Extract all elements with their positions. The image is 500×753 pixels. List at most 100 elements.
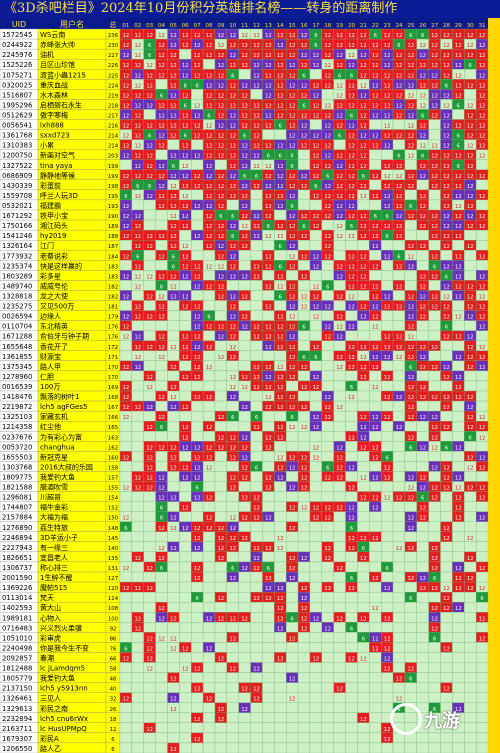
day-cell [167, 481, 180, 492]
day-score: 12 [396, 93, 403, 99]
day-cell [226, 280, 239, 291]
total-text: 100 [108, 616, 119, 622]
day-score: 12 [336, 355, 343, 361]
day-score: 6 [184, 103, 187, 109]
day-score: 12 [443, 476, 450, 482]
day-score: 6 [302, 355, 305, 361]
day-score: 12 [372, 174, 379, 180]
day-score: 12 [289, 526, 296, 532]
day-cell [464, 652, 477, 663]
uid-text: 1995296 [2, 101, 32, 109]
day-cell [143, 551, 156, 563]
day-score: 12 [158, 315, 165, 321]
day-cell [226, 602, 239, 613]
day-score: 12 [419, 295, 426, 301]
day-cell [191, 642, 204, 653]
day-score: 12 [419, 476, 426, 482]
day-score: 12 [135, 63, 142, 69]
day-cell [369, 330, 382, 341]
day-cell [143, 612, 156, 623]
day-cell [475, 330, 489, 341]
header-day: 29 [455, 23, 462, 29]
day-score: 12 [194, 174, 201, 180]
day-score: 12 [443, 335, 450, 341]
day-score: 12 [182, 476, 189, 482]
day-cell [345, 400, 358, 412]
day-cell [392, 642, 406, 653]
day-cell [131, 732, 144, 744]
total-text: 66 [110, 657, 117, 663]
day-cell [250, 712, 263, 723]
day-score: 12 [324, 83, 331, 89]
day-score: 12 [123, 114, 130, 120]
day-score: 12 [336, 325, 343, 331]
day-score: 12 [289, 697, 296, 703]
day-cell [297, 410, 311, 422]
day-score: 12 [408, 53, 415, 59]
day-score: 12 [182, 335, 189, 341]
day-score: 12 [360, 496, 367, 502]
day-cell [440, 622, 453, 633]
day-cell [357, 682, 370, 693]
day-score: 12 [348, 305, 355, 311]
day-score: 12 [241, 204, 248, 210]
day-cell [226, 712, 239, 723]
day-score: 12 [443, 204, 450, 210]
day-score: 12 [182, 224, 189, 230]
day-score: 12 [158, 476, 165, 482]
day-score: 12 [443, 53, 450, 59]
day-score: 12 [265, 375, 272, 381]
day-cell [428, 280, 441, 291]
day-cell [369, 591, 382, 603]
day-score: 12 [455, 395, 462, 401]
day-score: 12 [372, 63, 379, 69]
day-score: 12 [170, 465, 177, 471]
day-cell [309, 571, 322, 583]
day-cell [464, 662, 477, 673]
day-score: 12 [360, 264, 367, 270]
day-score: 12 [396, 697, 403, 703]
day-cell [143, 260, 156, 271]
day-cell [179, 692, 192, 703]
day-score: 12 [194, 124, 201, 130]
day-score: 12 [289, 677, 296, 683]
uid-text: 0110704 [2, 323, 32, 331]
day-score: 12 [324, 124, 331, 130]
name-text: 称心排三 [40, 563, 68, 572]
day-score: 12 [218, 53, 225, 59]
day-cell [452, 109, 465, 120]
day-score: 12 [408, 244, 415, 250]
day-score: 12 [360, 134, 367, 140]
day-score: 12 [455, 476, 462, 482]
day-cell [321, 571, 334, 583]
day-score: 12 [135, 194, 142, 200]
day-cell [369, 521, 382, 532]
day-cell [286, 642, 299, 653]
day-score: 12 [455, 315, 462, 321]
day-score: 12 [455, 576, 462, 582]
day-score: 12 [408, 154, 415, 160]
day-score: 12 [313, 154, 320, 160]
day-score: 12 [384, 395, 391, 401]
day-score: 12 [277, 194, 284, 200]
day-score: 6 [196, 596, 199, 602]
day-score: 12 [158, 636, 165, 642]
day-score: 12 [313, 63, 320, 69]
day-score: 12 [443, 174, 450, 180]
day-score: 12 [289, 325, 296, 331]
day-cell [309, 722, 322, 734]
total-text: 182 [108, 284, 118, 290]
day-score: 12 [289, 345, 296, 351]
day-score: 12 [360, 124, 367, 130]
day-score: 12 [229, 244, 236, 250]
day-cell [452, 662, 465, 673]
day-score: 12 [253, 53, 260, 59]
day-score: 12 [158, 486, 165, 492]
day-cell [428, 642, 441, 653]
day-score: 12 [135, 164, 142, 170]
day-score: 12 [408, 63, 415, 69]
day-cell [428, 591, 441, 603]
day-score: 12 [182, 184, 189, 190]
day-score: 12 [372, 114, 379, 120]
day-score: 12 [277, 435, 284, 441]
